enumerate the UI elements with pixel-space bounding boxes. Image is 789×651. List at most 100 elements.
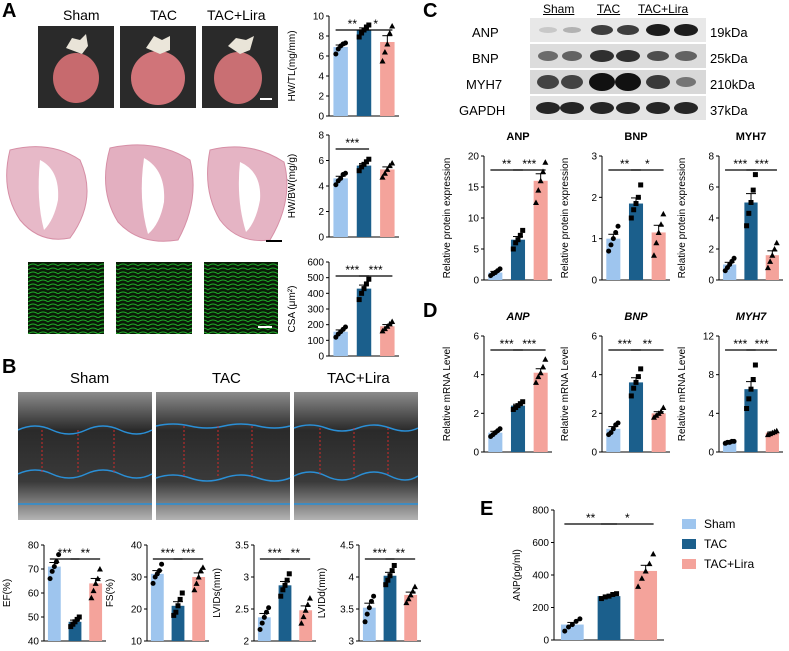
data-point [359,30,365,36]
data-point [259,620,265,626]
bar-tac [597,596,621,640]
data-point [156,568,162,574]
y-tick-label: 2 [473,409,479,420]
wga-image-sham [28,262,104,334]
significance-label: * [373,17,378,31]
chart-title: ANP [505,311,530,323]
data-point [653,239,660,246]
y-tick-label: 1 [591,234,597,245]
y-axis-label: HW/BW(mg/g) [287,154,298,218]
data-point [606,248,612,254]
data-point [610,592,616,597]
blot-size-gapdh: 37kDa [710,103,748,118]
bar-sham [47,566,61,641]
data-point [569,622,575,628]
y-tick-label: 6 [318,156,324,167]
heart-photo-sham [38,26,114,108]
data-point [660,210,667,217]
y-axis-label: EF(%) [2,579,13,607]
y-tick-label: 4.5 [340,541,354,552]
legend-label-lira: TAC+Lira [704,557,755,571]
significance-label: ** [586,511,596,525]
data-point [748,386,754,392]
bar-tac-lira [533,180,548,280]
y-tick-label: 100 [307,336,324,347]
data-point [535,373,542,380]
y-tick-label: 10 [131,637,143,648]
y-tick-label: 0 [318,233,324,244]
heart-photo-lira [202,26,278,108]
bar-tac [628,382,644,452]
data-point [366,605,372,611]
data-point [752,172,758,178]
data-point [389,568,395,574]
data-point [381,49,388,55]
y-axis-label: Relative protein expression [442,158,453,279]
data-point [746,210,752,216]
data-point [263,609,269,615]
bar-tac [744,389,758,452]
data-point [633,379,639,385]
data-point [92,580,99,586]
scale-bar [258,326,272,328]
data-point [257,626,263,632]
data-point [750,187,756,193]
y-tick-label: 0 [318,112,324,123]
y-tick-label: 2 [591,409,597,420]
data-point [199,564,206,570]
wga-image-tac [116,262,192,334]
bar-sham [362,607,376,641]
data-point [179,590,185,596]
y-tick-label: 3.5 [340,605,354,616]
data-point [602,594,608,600]
y-axis-label: LVIDd(mm) [317,568,328,618]
data-point [613,229,619,235]
data-point [364,611,370,617]
data-point [532,379,539,385]
significance-label: *** [755,337,769,351]
data-point [304,601,311,608]
wga-staining-row [28,262,278,334]
chart-mrna-anp: ANP Relative mRNA Level 0 2 4 6 *** *** [442,311,552,459]
data-point [510,246,516,252]
y-tick-label: 4 [708,214,714,225]
y-axis-label: Relative protein expression [560,158,571,279]
y-tick-label: 4 [318,72,324,83]
panel-a-label-sham: Sham [63,7,100,23]
he-histology-row [6,144,288,242]
y-tick-label: 3 [591,152,597,163]
data-point [306,595,313,601]
data-point [606,593,612,599]
bar-tac [356,288,372,356]
y-tick-label: 0 [708,448,714,459]
chart-protein-anp: ANP Relative protein expression 0 5 10 15 20 **… [442,131,552,287]
panel-letter-c: C [423,0,438,22]
data-point [566,624,572,630]
legend-swatch-sham [682,519,696,529]
chart-csa: CSA (μm²) 0 100 200 300 400 500 600 *** *** [287,258,399,363]
data-point [302,607,309,613]
data-point [150,580,156,586]
data-point [371,593,377,599]
data-point [379,174,386,180]
bar-tac [628,203,644,280]
legend-swatch-lira [682,559,696,569]
data-point [744,223,750,229]
panel-letter-a: A [2,0,17,22]
heart-photo-row [38,26,278,108]
data-point [342,170,348,176]
significance-label: *** [733,157,747,171]
chart-title: BNP [624,311,648,323]
chart-title: MYH7 [736,131,767,143]
data-point [94,575,101,582]
echo-image-tac [155,392,291,520]
data-point [363,159,369,165]
data-point [650,550,657,557]
y-tick-label: 6 [591,332,597,343]
data-point [366,276,372,282]
data-point [635,374,641,380]
panel-b-label-tac: TAC [212,370,241,387]
y-tick-label: 8 [318,32,324,43]
